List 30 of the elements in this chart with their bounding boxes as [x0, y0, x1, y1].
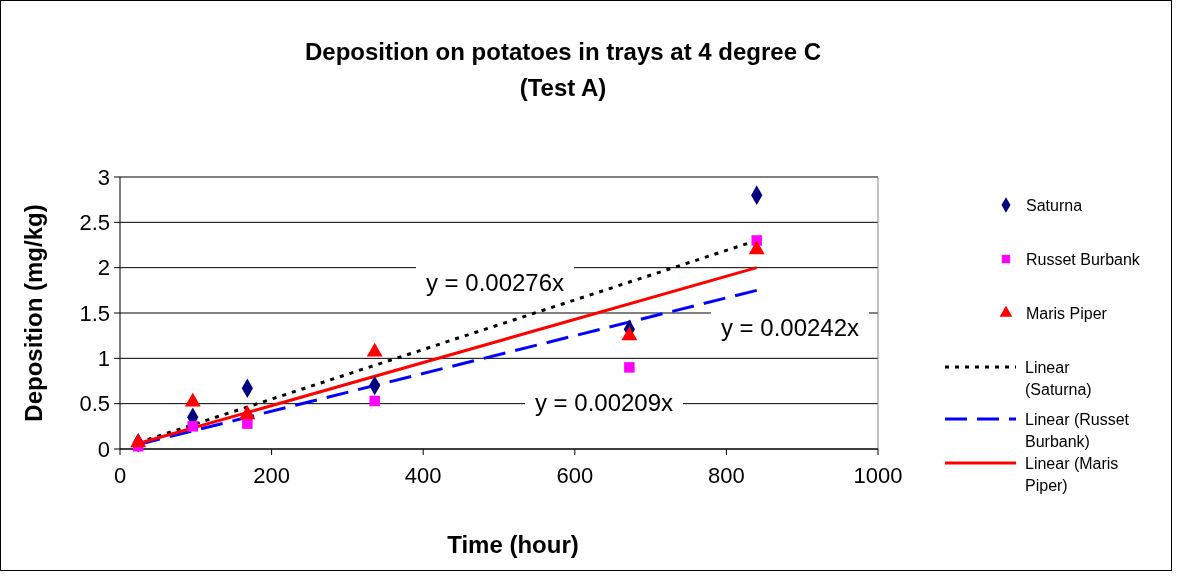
legend-label: Linear (Saturna)	[1025, 358, 1092, 398]
y-axis-title: Deposition (mg/kg)	[20, 204, 47, 422]
point	[242, 418, 253, 429]
x-tick-label: 200	[253, 463, 290, 488]
x-tick-label: 400	[404, 463, 442, 488]
legend-label: Linear (Maris Piper)	[1025, 454, 1119, 494]
annotation: y = 0.00242x	[720, 314, 860, 342]
x-tick-label: 600	[556, 463, 594, 488]
legend-label: Linear (Russet Burbank)	[1025, 410, 1130, 450]
point	[369, 395, 380, 407]
legend-label: Russet Burbank	[1026, 250, 1141, 268]
y-tick-label: 3	[97, 164, 110, 190]
y-tick-label: 1	[97, 346, 110, 372]
y-tick-label: 0.5	[79, 391, 110, 417]
chart-title: Deposition on potatoes in trays at 4 degree C (Test A)	[304, 38, 822, 101]
x-tick-label: 1000	[853, 463, 903, 488]
point	[187, 421, 199, 432]
y-tick-label: 2.5	[79, 210, 110, 236]
legend-label: Maris Piper	[1026, 304, 1108, 322]
x-tick-label: 0	[113, 463, 127, 488]
x-tick-label: 800	[708, 463, 745, 488]
point	[748, 240, 765, 255]
y-tick-label: 0	[97, 436, 110, 462]
legend-label: Saturna	[1026, 196, 1083, 214]
annotation: y = 0.00276x	[425, 269, 565, 297]
point	[624, 362, 635, 373]
annotation: y = 0.00209x	[534, 389, 674, 417]
x-axis-title: Time (hour)	[447, 531, 579, 558]
y-tick-label: 2	[97, 255, 110, 281]
y-tick-label: 1.5	[79, 300, 110, 326]
